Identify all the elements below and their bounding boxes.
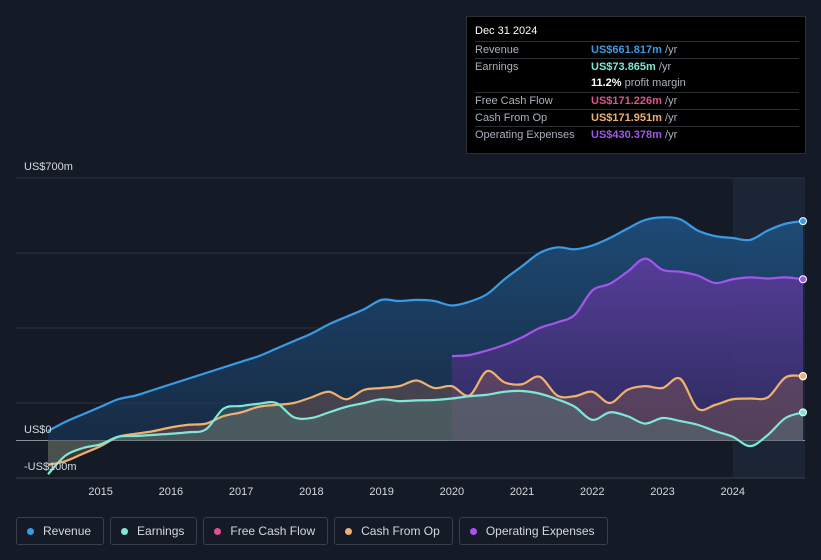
- tooltip-date: Dec 31 2024: [475, 25, 538, 37]
- x-tick-label: 2022: [580, 486, 604, 498]
- tooltip-label: Operating Expenses: [475, 129, 575, 141]
- line-earnings: [47, 389, 804, 476]
- tooltip-value: US$171.951m: [591, 112, 662, 124]
- tooltip-value: US$171.226m: [591, 95, 662, 107]
- cash-from-op-dot-icon: [345, 527, 353, 535]
- legend-label: Operating Expenses: [485, 524, 595, 538]
- area-operating-expenses: [451, 258, 803, 441]
- y-tick-label-top: US$700m: [24, 161, 73, 173]
- line-cash-from-op: [47, 369, 804, 466]
- tooltip-row-profit-margin: 11.2% profit margin: [475, 75, 799, 92]
- series-end-markers: [799, 217, 807, 417]
- y-tick-label-zero: US$0: [24, 424, 52, 436]
- x-tick-label: 2017: [229, 486, 253, 498]
- legend-item-revenue[interactable]: Revenue: [16, 517, 105, 545]
- area-cash-from-op: [48, 370, 803, 465]
- tooltip-unit: /yr: [665, 95, 678, 107]
- tooltip-label: Earnings: [475, 61, 519, 73]
- tooltip-row-operating-expenses: Operating Expenses US$430.378m /yr: [475, 126, 799, 144]
- tooltip-unit: /yr: [665, 44, 678, 56]
- area-free-cash-flow: [48, 370, 803, 465]
- tooltip-unit: /yr: [658, 61, 672, 73]
- tooltip-unit: /yr: [665, 129, 678, 141]
- legend-item-cash-from-op[interactable]: Cash From Op: [334, 517, 453, 545]
- end-marker-cash-from-op: [799, 372, 807, 380]
- tooltip-unit: profit margin: [624, 77, 686, 89]
- tooltip-label: Free Cash Flow: [475, 95, 553, 107]
- chart: US$700m US$0 -US$100m 2015 2016 2017 2018 20…: [16, 161, 807, 498]
- end-marker-revenue: [799, 217, 807, 226]
- end-marker-operating-expenses: [799, 275, 807, 284]
- legend-label: Revenue: [43, 524, 92, 538]
- tooltip-row-free-cash-flow: Free Cash Flow US$171.226m /yr: [475, 92, 799, 110]
- x-tick-label: 2015: [88, 486, 112, 498]
- line-revenue: [47, 216, 804, 433]
- x-tick-label: 2016: [159, 486, 183, 498]
- tooltip-unit: /yr: [665, 112, 678, 124]
- legend: Revenue Earnings Free Cash Flow Cash Fro…: [16, 517, 608, 547]
- x-tick-label: 2021: [510, 486, 534, 498]
- legend-item-free-cash-flow[interactable]: Free Cash Flow: [203, 517, 329, 545]
- revenue-dot-icon: [27, 527, 34, 535]
- x-tick-label: 2020: [440, 486, 464, 498]
- x-tick-label: 2023: [650, 486, 674, 498]
- x-tick-label: 2018: [299, 486, 323, 498]
- legend-item-earnings[interactable]: Earnings: [110, 517, 198, 545]
- data-tooltip: Dec 31 2024 Revenue US$661.817m /yr Earn…: [466, 16, 806, 154]
- tooltip-value: 11.2%: [591, 77, 622, 89]
- tooltip-label: Cash From Op: [475, 112, 548, 124]
- tooltip-value: US$73.865m: [591, 61, 656, 73]
- legend-label: Earnings: [137, 524, 185, 538]
- area-earnings: [48, 390, 803, 475]
- y-tick-label-bottom: -US$100m: [24, 461, 77, 473]
- tooltip-row-cash-from-op: Cash From Op US$171.951m /yr: [475, 109, 799, 127]
- earnings-dot-icon: [121, 527, 129, 535]
- tooltip-value: US$430.378m: [591, 129, 662, 141]
- end-marker-earnings: [799, 408, 807, 417]
- legend-label: Free Cash Flow: [230, 524, 316, 538]
- tooltip-value: US$661.817m: [591, 44, 662, 56]
- x-tick-label: 2024: [721, 486, 745, 498]
- line-operating-expenses: [451, 257, 804, 358]
- axes: US$700m US$0 -US$100m 2015 2016 2017 2018 20…: [24, 161, 745, 498]
- legend-item-operating-expenses[interactable]: Operating Expenses: [458, 517, 608, 545]
- series-lines: [47, 216, 804, 476]
- series-areas: [48, 217, 803, 475]
- tooltip-row-earnings: Earnings US$73.865m /yr: [475, 58, 799, 76]
- operating-expenses-dot-icon: [469, 527, 477, 535]
- tooltip-label: Revenue: [475, 44, 520, 56]
- legend-label: Cash From Op: [361, 524, 440, 538]
- x-tick-label: 2019: [369, 486, 393, 498]
- tooltip-row-revenue: Revenue US$661.817m /yr: [475, 41, 799, 59]
- free-cash-flow-dot-icon: [214, 527, 222, 535]
